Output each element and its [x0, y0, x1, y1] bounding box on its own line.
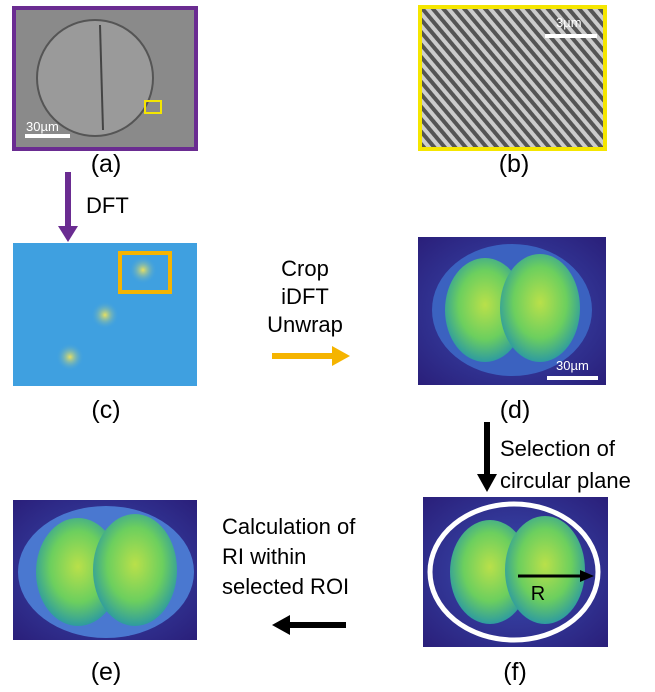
panel-a: 30µm (a)	[14, 8, 196, 178]
scale-bar: 30µm	[556, 358, 589, 373]
panel-b: 3µm (b)	[420, 7, 605, 178]
panel-d: 30µm (d)	[418, 237, 606, 424]
step-text: Calculation of	[222, 514, 356, 539]
step-text: circular plane	[500, 468, 631, 493]
radius-label: R	[531, 583, 545, 605]
panel-label: (d)	[500, 396, 531, 424]
panel-label: (f)	[503, 658, 527, 686]
panel-c: (c)	[13, 243, 197, 424]
step-crop: Crop iDFT Unwrap	[267, 256, 350, 366]
panel-label: (b)	[499, 150, 530, 178]
step-selection: Selection of circular plane	[477, 422, 631, 493]
figure: 30µm (a) 3µm (b) DFT (c) Crop iDFT Unwra…	[0, 0, 655, 692]
step-text: Selection of	[500, 436, 616, 461]
step-text: selected ROI	[222, 574, 349, 599]
step-text: Crop	[281, 256, 329, 281]
panel-f: R (f)	[423, 497, 608, 686]
panel-label: (a)	[91, 150, 122, 178]
scale-bar: 3µm	[556, 15, 582, 30]
panel-e: (e)	[13, 500, 197, 686]
panel-label: (e)	[91, 658, 122, 686]
scale-bar: 30µm	[26, 119, 59, 134]
step-calculation: Calculation of RI within selected ROI	[222, 514, 356, 635]
step-text: DFT	[86, 193, 129, 218]
step-text: Unwrap	[267, 312, 343, 337]
step-text: RI within	[222, 544, 306, 569]
arrow-dft: DFT	[58, 172, 129, 242]
panel-label: (c)	[91, 396, 120, 424]
step-text: iDFT	[281, 284, 329, 309]
